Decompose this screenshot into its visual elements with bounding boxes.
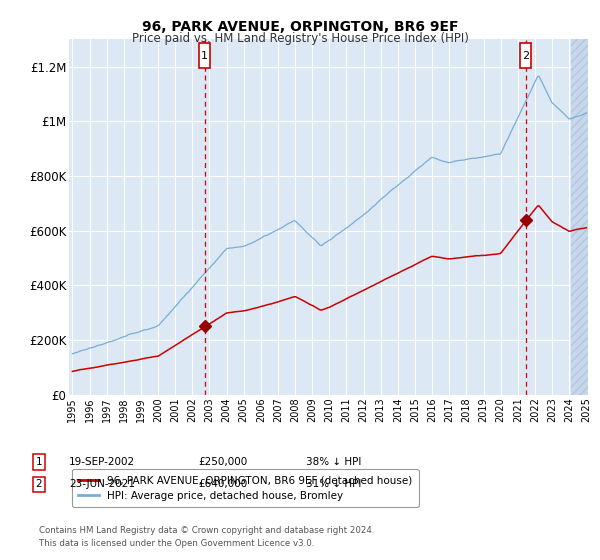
Text: 96, PARK AVENUE, ORPINGTON, BR6 9EF: 96, PARK AVENUE, ORPINGTON, BR6 9EF [142, 20, 458, 34]
Text: Contains HM Land Registry data © Crown copyright and database right 2024.: Contains HM Land Registry data © Crown c… [39, 526, 374, 535]
Text: 2: 2 [35, 479, 43, 489]
Text: 31% ↓ HPI: 31% ↓ HPI [306, 479, 361, 489]
Text: 19-SEP-2002: 19-SEP-2002 [69, 457, 135, 467]
Text: £640,000: £640,000 [198, 479, 247, 489]
Text: 2: 2 [522, 50, 529, 60]
Text: £250,000: £250,000 [198, 457, 247, 467]
Text: 1: 1 [201, 50, 208, 60]
FancyBboxPatch shape [199, 43, 210, 68]
Text: 1: 1 [35, 457, 43, 467]
Text: 38% ↓ HPI: 38% ↓ HPI [306, 457, 361, 467]
FancyBboxPatch shape [520, 43, 532, 68]
Bar [571, 39, 590, 395]
Legend: 96, PARK AVENUE, ORPINGTON, BR6 9EF (detached house), HPI: Average price, detach: 96, PARK AVENUE, ORPINGTON, BR6 9EF (det… [71, 469, 419, 507]
Text: 23-JUN-2021: 23-JUN-2021 [69, 479, 135, 489]
Text: This data is licensed under the Open Government Licence v3.0.: This data is licensed under the Open Gov… [39, 539, 314, 548]
Text: Price paid vs. HM Land Registry's House Price Index (HPI): Price paid vs. HM Land Registry's House … [131, 32, 469, 45]
